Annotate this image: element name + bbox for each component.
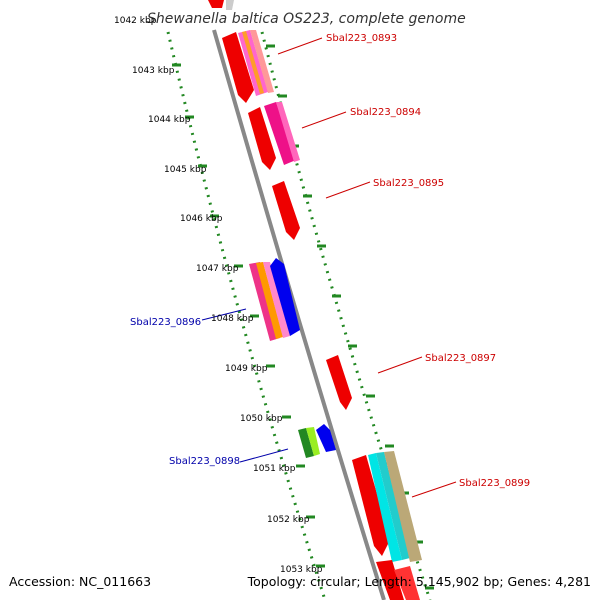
gene-label-sbal223-0898[interactable]: Sbal223_0898 bbox=[169, 456, 240, 467]
tick-label: 1053 kbp bbox=[280, 565, 323, 575]
inner-major-ticks bbox=[172, 63, 325, 568]
gene-leader-lines bbox=[201, 37, 457, 498]
gene-label-sbal223-0893[interactable]: Sbal223_0893 bbox=[326, 33, 397, 44]
diagram-title: Shewanella baltica OS223, complete genom… bbox=[147, 11, 466, 27]
tick-label: 1043 kbp bbox=[132, 66, 175, 76]
genome-summary: Topology: circular; Length: 5,145,902 bp… bbox=[247, 574, 591, 589]
tick-label: 1047 kbp bbox=[196, 264, 239, 274]
gene-feature-sbal223-0894[interactable] bbox=[248, 102, 300, 170]
gene-feature-sbal223-0893[interactable] bbox=[222, 30, 274, 103]
tick-label: 1051 kbp bbox=[253, 464, 296, 474]
gene-label-sbal223-0894[interactable]: Sbal223_0894 bbox=[350, 107, 421, 118]
gene-feature-sbal223-0896[interactable] bbox=[249, 258, 300, 341]
gene-label-sbal223-0895[interactable]: Sbal223_0895 bbox=[373, 178, 444, 189]
tick-label: 1045 kbp bbox=[164, 165, 207, 175]
tick-label: 1042 kbp bbox=[114, 16, 157, 26]
accession-text: Accession: NC_011663 bbox=[9, 574, 152, 589]
tick-labels: 1042 kbp 1043 kbp 1044 kbp 1045 kbp 1046… bbox=[114, 16, 323, 575]
gene-feature-sbal223-0897[interactable] bbox=[326, 355, 352, 410]
gene-label-sbal223-0896[interactable]: Sbal223_0896 bbox=[130, 317, 201, 328]
tick-label: 1052 kbp bbox=[267, 515, 310, 525]
tick-label: 1048 kbp bbox=[211, 314, 254, 324]
gene-feature-sbal223-0899[interactable] bbox=[352, 451, 422, 600]
gene-feature-0892-top[interactable] bbox=[208, 0, 234, 10]
gene-label-sbal223-0899[interactable]: Sbal223_0899 bbox=[459, 478, 530, 489]
tick-label: 1044 kbp bbox=[148, 115, 191, 125]
genome-backbone bbox=[212, 29, 386, 600]
gene-labels: Sbal223_0893 Sbal223_0894 Sbal223_0895 S… bbox=[130, 33, 530, 489]
gene-feature-sbal223-0898[interactable] bbox=[298, 424, 336, 458]
gene-label-sbal223-0897[interactable]: Sbal223_0897 bbox=[425, 353, 496, 364]
tick-label: 1046 kbp bbox=[180, 214, 223, 224]
tick-label: 1049 kbp bbox=[225, 364, 268, 374]
gene-feature-sbal223-0895[interactable] bbox=[272, 181, 300, 240]
tick-label: 1050 kbp bbox=[240, 414, 283, 424]
